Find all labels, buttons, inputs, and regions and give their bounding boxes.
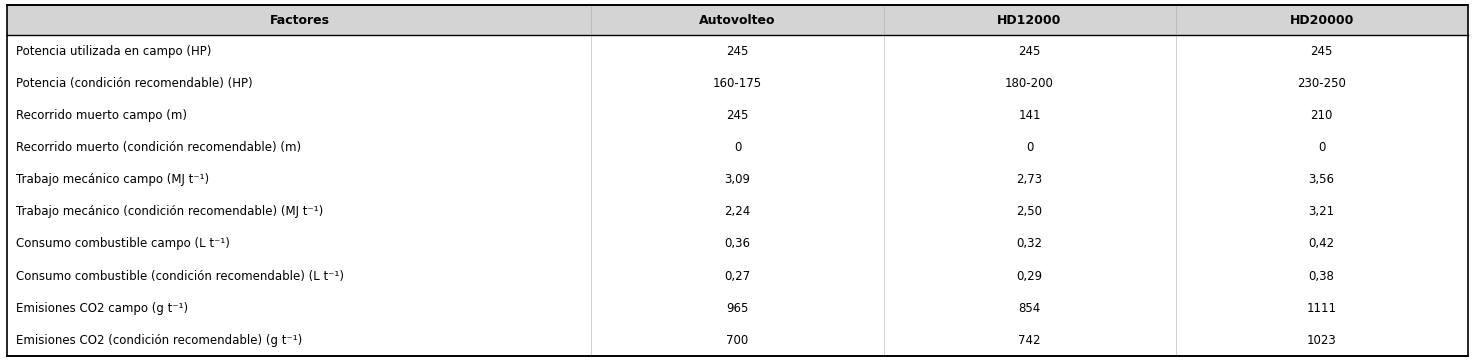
Bar xyxy=(1176,228,1468,260)
Bar xyxy=(884,260,1176,292)
Text: Emisiones CO2 (condición recomendable) (g t⁻¹): Emisiones CO2 (condición recomendable) (… xyxy=(16,334,302,347)
Text: Recorrido muerto campo (m): Recorrido muerto campo (m) xyxy=(16,109,187,122)
Text: 3,09: 3,09 xyxy=(724,173,751,186)
Text: 0: 0 xyxy=(735,141,742,154)
Bar xyxy=(7,99,591,132)
Text: 742: 742 xyxy=(1018,334,1041,347)
Text: 245: 245 xyxy=(1018,45,1041,58)
Text: 700: 700 xyxy=(726,334,749,347)
Text: 0,32: 0,32 xyxy=(1016,238,1043,251)
Text: 0,38: 0,38 xyxy=(1308,270,1335,283)
Text: 180-200: 180-200 xyxy=(1004,77,1055,90)
Text: HD12000: HD12000 xyxy=(997,14,1062,27)
Text: 160-175: 160-175 xyxy=(712,77,763,90)
Text: 245: 245 xyxy=(726,45,749,58)
Text: 1111: 1111 xyxy=(1307,302,1336,315)
Text: 230-250: 230-250 xyxy=(1297,77,1347,90)
Bar xyxy=(1176,99,1468,132)
Text: 2,73: 2,73 xyxy=(1016,173,1043,186)
Text: 0: 0 xyxy=(1319,141,1325,154)
Text: Emisiones CO2 campo (g t⁻¹): Emisiones CO2 campo (g t⁻¹) xyxy=(16,302,189,315)
Bar xyxy=(1176,132,1468,164)
Bar xyxy=(7,132,591,164)
Text: 965: 965 xyxy=(726,302,749,315)
Text: 245: 245 xyxy=(726,109,749,122)
Bar xyxy=(591,35,884,67)
Bar xyxy=(7,260,591,292)
Bar xyxy=(7,196,591,228)
Text: 0,42: 0,42 xyxy=(1308,238,1335,251)
Bar xyxy=(1176,5,1468,35)
Bar xyxy=(591,164,884,196)
Bar xyxy=(884,196,1176,228)
Text: 2,24: 2,24 xyxy=(724,205,751,219)
Bar xyxy=(591,324,884,356)
Bar xyxy=(884,324,1176,356)
Bar xyxy=(7,164,591,196)
Text: Recorrido muerto (condición recomendable) (m): Recorrido muerto (condición recomendable… xyxy=(16,141,301,154)
Text: 0: 0 xyxy=(1027,141,1032,154)
Bar xyxy=(1176,260,1468,292)
Bar xyxy=(7,67,591,99)
Text: 0,29: 0,29 xyxy=(1016,270,1043,283)
Bar xyxy=(591,99,884,132)
Text: Consumo combustible campo (L t⁻¹): Consumo combustible campo (L t⁻¹) xyxy=(16,238,230,251)
Bar xyxy=(7,5,591,35)
Bar xyxy=(884,5,1176,35)
Bar xyxy=(1176,292,1468,324)
Bar xyxy=(884,292,1176,324)
Text: 0,27: 0,27 xyxy=(724,270,751,283)
Bar xyxy=(7,228,591,260)
Bar xyxy=(591,67,884,99)
Bar xyxy=(591,132,884,164)
Bar xyxy=(1176,196,1468,228)
Bar xyxy=(884,67,1176,99)
Bar xyxy=(591,5,884,35)
Text: 854: 854 xyxy=(1018,302,1041,315)
Text: 2,50: 2,50 xyxy=(1016,205,1043,219)
Bar xyxy=(1176,67,1468,99)
Text: Autovolteo: Autovolteo xyxy=(699,14,776,27)
Bar xyxy=(884,132,1176,164)
Bar xyxy=(591,228,884,260)
Text: Factores: Factores xyxy=(270,14,329,27)
Text: Trabajo mecánico campo (MJ t⁻¹): Trabajo mecánico campo (MJ t⁻¹) xyxy=(16,173,209,186)
Text: 3,21: 3,21 xyxy=(1308,205,1335,219)
Bar xyxy=(884,35,1176,67)
Bar xyxy=(7,35,591,67)
Bar xyxy=(884,228,1176,260)
Bar xyxy=(7,324,591,356)
Bar xyxy=(591,260,884,292)
Text: 210: 210 xyxy=(1310,109,1333,122)
Text: Potencia (condición recomendable) (HP): Potencia (condición recomendable) (HP) xyxy=(16,77,252,90)
Bar xyxy=(591,196,884,228)
Bar xyxy=(1176,35,1468,67)
Text: Consumo combustible (condición recomendable) (L t⁻¹): Consumo combustible (condición recomenda… xyxy=(16,270,344,283)
Text: Potencia utilizada en campo (HP): Potencia utilizada en campo (HP) xyxy=(16,45,211,58)
Text: 0,36: 0,36 xyxy=(724,238,751,251)
Bar xyxy=(591,292,884,324)
Text: HD20000: HD20000 xyxy=(1289,14,1354,27)
Bar xyxy=(884,164,1176,196)
Text: 3,56: 3,56 xyxy=(1308,173,1335,186)
Text: 1023: 1023 xyxy=(1307,334,1336,347)
Text: 245: 245 xyxy=(1310,45,1333,58)
Text: Trabajo mecánico (condición recomendable) (MJ t⁻¹): Trabajo mecánico (condición recomendable… xyxy=(16,205,323,219)
Bar xyxy=(884,99,1176,132)
Text: 141: 141 xyxy=(1018,109,1041,122)
Bar xyxy=(7,292,591,324)
Bar xyxy=(1176,324,1468,356)
Bar xyxy=(1176,164,1468,196)
